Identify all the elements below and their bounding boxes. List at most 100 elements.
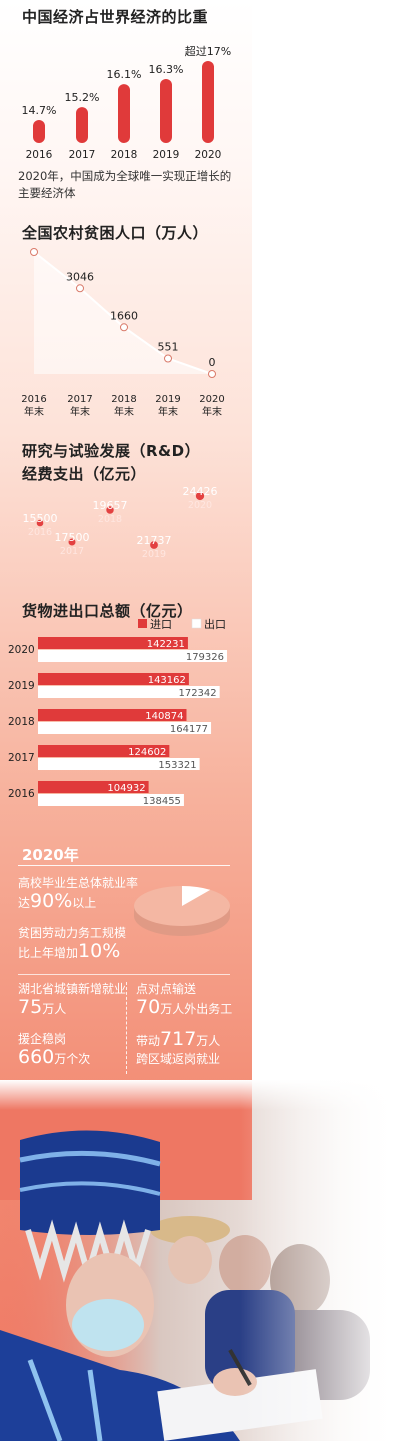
poverty-year-label: 2019	[155, 394, 180, 405]
enterprise-aid-line1: 援企稳岗	[18, 1032, 67, 1046]
grad-employment: 高校毕业生总体就业率 达90%以上	[18, 874, 138, 912]
trade-import-bar	[38, 709, 187, 721]
gdp-share-bar	[160, 78, 172, 143]
rd-value-label: 24426	[183, 485, 218, 498]
poverty-year-suffix: 年末	[24, 405, 44, 418]
trade-export-value: 179326	[186, 652, 224, 663]
trade-export-bar	[38, 794, 184, 806]
trade-export-bar	[38, 686, 220, 698]
point-to-point-line1: 点对点输送	[136, 982, 197, 996]
rd-value-label: 15500	[23, 512, 58, 525]
hubei-jobs-line1: 湖北省城镇新增就业	[18, 982, 127, 996]
point-to-point-value: 70	[136, 996, 161, 1018]
trade-import-value: 142231	[147, 639, 185, 650]
rd-bubble	[106, 506, 114, 514]
trade-export-value: 172342	[178, 688, 216, 699]
trade-import-bar	[38, 745, 170, 757]
gdp-share-bar	[76, 107, 88, 143]
cross-region-line1: 带动717万人	[136, 1030, 220, 1050]
trade-import-bar	[38, 781, 149, 793]
poverty-point	[208, 370, 216, 378]
poverty-title: 全国农村贫困人口（万人）	[22, 224, 209, 242]
poverty-point	[164, 354, 172, 363]
rd-value-label: 19657	[93, 499, 128, 512]
poverty-value-label: 3046	[66, 270, 94, 283]
poverty-area-fill	[34, 252, 212, 374]
poverty-value-label: 551	[158, 340, 179, 353]
pie-remaining-slice	[182, 886, 211, 906]
rd-year-label: 2016	[28, 527, 52, 538]
trade-title: 货物进出口总额（亿元）	[22, 602, 193, 620]
poor-labor: 贫困劳动力务工规模 比上年增加10%	[18, 924, 126, 962]
hubei-jobs-value: 75	[18, 996, 43, 1018]
hubei-jobs-unit: 万人	[42, 1002, 67, 1016]
rd-bubble	[68, 538, 76, 546]
gdp-note-line1: 2020年，中国成为全球唯一实现正增长的	[18, 169, 232, 183]
point-to-point: 点对点输送 70万人外出务工	[136, 980, 232, 1018]
gdp-share-year-label: 2020	[195, 149, 222, 161]
gdp-note-line2: 主要经济体	[18, 186, 76, 200]
gdp-share-year-label: 2016	[26, 149, 53, 161]
gdp-share-value-label: 16.1%	[107, 68, 142, 81]
rd-bubble	[150, 541, 158, 549]
trade-year-label: 2020	[8, 644, 35, 656]
cross-region-unit: 万人	[196, 1034, 221, 1048]
trade-export-value: 153321	[158, 760, 196, 771]
rd-year-label: 2020	[188, 500, 212, 511]
cross-region-prefix: 带动	[136, 1034, 161, 1048]
trade-year-label: 2016	[8, 788, 35, 800]
poverty-year-label: 2016	[21, 394, 46, 405]
poverty-year-suffix: 年末	[158, 405, 178, 418]
rd-value-label: 17500	[55, 531, 90, 544]
poverty-value-label: 0	[209, 356, 216, 369]
rd-bubble	[195, 491, 205, 501]
poor-labor-line2: 比上年增加10%	[18, 942, 126, 962]
poverty-point	[120, 323, 128, 332]
summary-divider-top	[18, 865, 230, 866]
trade-import-value: 124602	[128, 747, 166, 758]
rd-year-label: 2017	[60, 546, 84, 557]
trade-year-label: 2018	[8, 716, 35, 728]
grad-employment-rate: 90%	[30, 890, 73, 912]
rd-title-line2: 经费支出（亿元）	[22, 465, 147, 483]
summary-divider-vertical	[126, 982, 127, 1074]
poor-labor-prefix: 比上年增加	[18, 946, 79, 960]
cross-region-value: 717	[160, 1028, 197, 1050]
trade-import-bar	[38, 673, 189, 685]
trade-year-label: 2017	[8, 752, 35, 764]
grad-employment-line2: 达90%以上	[18, 892, 138, 912]
poverty-year-suffix: 年末	[70, 405, 90, 418]
gdp-share-bar	[202, 61, 214, 143]
gdp-share-title: 中国经济占世界经济的比重	[22, 8, 209, 26]
rd-title-line1: 研究与试验发展（R&D）	[22, 442, 201, 460]
trade-legend-import-swatch	[138, 619, 147, 628]
gdp-share-chart: 14.7% 2016 15.2% 2017 16.1% 2018 16.3% 2019 超过17…	[22, 44, 232, 161]
grad-employment-suffix: 以上	[72, 896, 97, 910]
rd-value-label: 21737	[137, 534, 172, 547]
trade-import-bar	[38, 637, 188, 649]
rd-year-label: 2018	[98, 514, 122, 525]
poverty-year-label: 2018	[111, 394, 136, 405]
poverty-point	[30, 248, 38, 256]
trade-legend-export-label: 出口	[204, 617, 226, 631]
trade-import-value: 104932	[107, 783, 145, 794]
poverty-line-chart: 43352016年末30462017年末16602018年末5512019年末0…	[14, 244, 225, 418]
poverty-year-label: 2020	[199, 394, 224, 405]
gdp-share-year-label: 2017	[69, 149, 96, 161]
poor-labor-increase: 10%	[78, 940, 121, 962]
poor-labor-line1: 贫困劳动力务工规模	[18, 926, 127, 940]
enterprise-aid-unit: 万个次	[54, 1052, 91, 1066]
hubei-jobs-line2: 75万人	[18, 998, 126, 1018]
poverty-value-label: 4335	[14, 244, 42, 247]
grad-employment-pie	[134, 886, 230, 936]
trade-import-value: 140874	[145, 711, 183, 722]
grad-employment-line1: 高校毕业生总体就业率	[18, 876, 139, 890]
point-to-point-unit: 万人外出务工	[160, 1002, 233, 1016]
poverty-point	[76, 284, 84, 293]
rd-bubble-chart: 15500 2016 17500 2017 19657 2018 21737 2019 2442…	[23, 485, 218, 560]
poverty-year-label: 2017	[67, 394, 92, 405]
trade-export-value: 164177	[170, 724, 208, 735]
trade-legend-export-swatch	[191, 618, 202, 629]
cross-region-return: 带动717万人 跨区域返岗就业	[136, 1030, 220, 1068]
